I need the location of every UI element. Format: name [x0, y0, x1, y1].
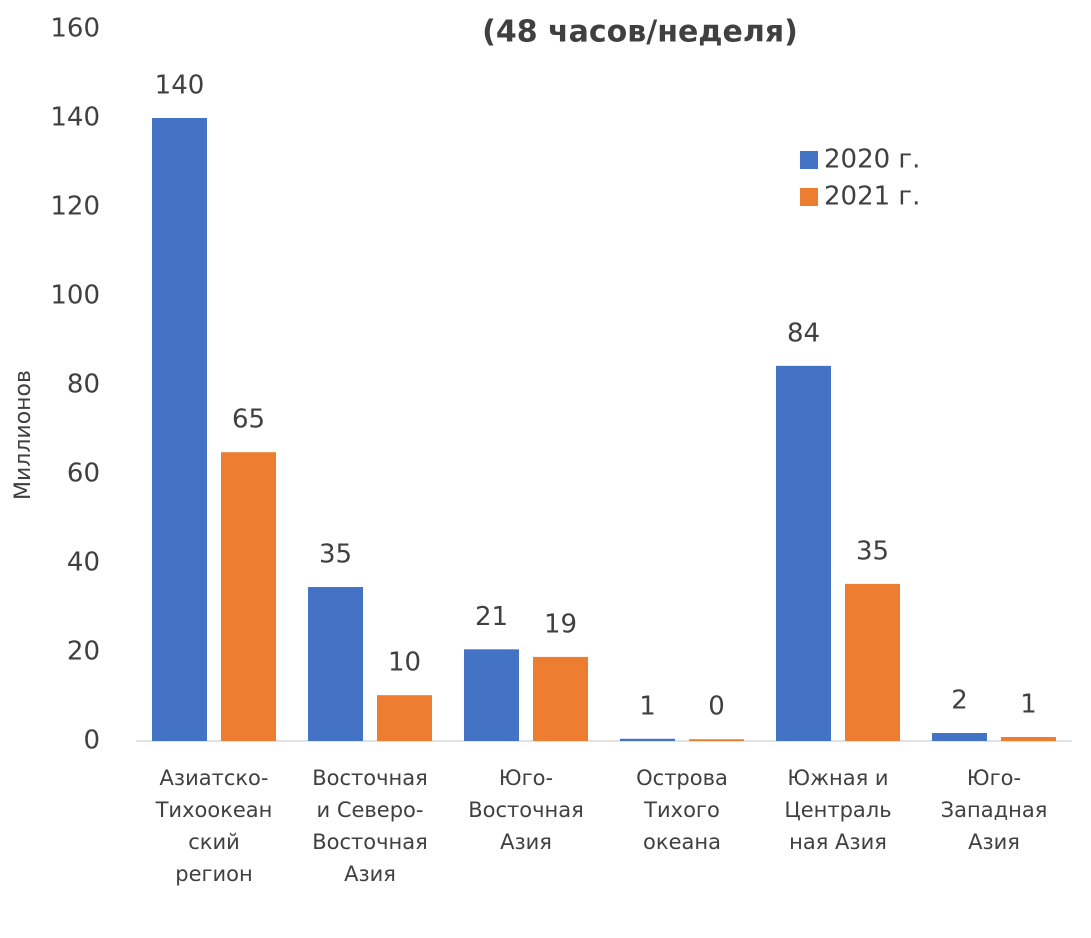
data-label: 1 — [1020, 689, 1037, 719]
x-tick-label: Острова Тихого океана — [636, 766, 728, 854]
legend-label: 2021 г. — [824, 182, 920, 212]
bar — [221, 452, 276, 741]
x-tick-label: Восточная и Северо-Восточная Азия — [312, 766, 428, 886]
legend-swatch — [800, 188, 818, 206]
x-tick-label: Юго-Западная Азия — [940, 766, 1048, 854]
bar — [464, 649, 519, 741]
y-tick-label: 0 — [83, 726, 100, 756]
bar — [152, 118, 207, 741]
data-label: 35 — [319, 540, 352, 570]
y-tick-label: 20 — [67, 637, 100, 667]
legend-label: 2020 г. — [824, 145, 920, 175]
data-label: 19 — [544, 609, 577, 639]
chart-title: (48 часов/неделя) — [482, 15, 798, 50]
bar — [932, 732, 987, 741]
data-label: 140 — [155, 71, 205, 101]
data-label: 21 — [475, 602, 508, 632]
bar — [377, 695, 432, 741]
y-tick-label: 100 — [50, 281, 100, 311]
data-label: 10 — [388, 648, 421, 678]
y-tick-label: 140 — [50, 103, 100, 133]
x-tick-label: Южная и Центральная Азия — [784, 766, 892, 854]
y-tick-label: 40 — [67, 548, 100, 578]
bar — [620, 738, 675, 741]
y-tick-label: 80 — [67, 370, 100, 400]
x-tick-label: Азиатско-Тихоокеанский регион — [155, 766, 273, 886]
bar — [689, 739, 744, 741]
x-tick-label: Юго-Восточная Азия — [468, 766, 584, 854]
bar — [845, 583, 900, 741]
y-tick-label: 120 — [50, 192, 100, 222]
y-tick-label: 160 — [50, 14, 100, 44]
bar — [308, 587, 363, 741]
data-label: 1 — [639, 691, 656, 721]
data-label: 84 — [787, 318, 820, 348]
y-axis-label: Миллионов — [11, 370, 36, 500]
bar — [533, 656, 588, 741]
bar — [1001, 736, 1056, 741]
y-tick-label: 60 — [67, 459, 100, 489]
data-label: 35 — [856, 536, 889, 566]
data-label: 65 — [232, 405, 265, 435]
data-label: 2 — [951, 685, 968, 715]
bar — [776, 365, 831, 741]
data-label: 0 — [708, 692, 725, 722]
legend-swatch — [800, 151, 818, 169]
